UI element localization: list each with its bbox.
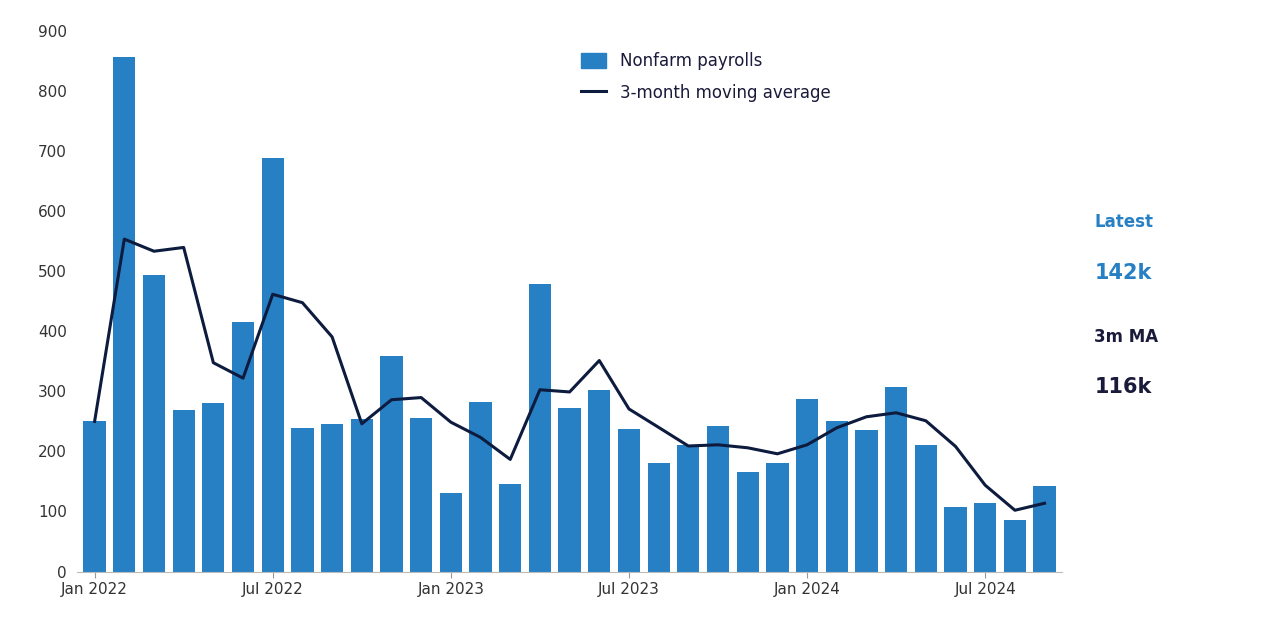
Text: 142k: 142k xyxy=(1094,263,1152,283)
Bar xyxy=(1004,521,1027,572)
Bar xyxy=(915,445,937,572)
Bar xyxy=(83,422,106,572)
Bar xyxy=(767,464,788,572)
Bar xyxy=(470,401,492,572)
Bar xyxy=(351,419,372,572)
Bar xyxy=(292,428,314,572)
Bar xyxy=(173,410,195,572)
Bar xyxy=(707,425,730,572)
Bar xyxy=(1033,486,1056,572)
Bar xyxy=(202,403,224,572)
Bar xyxy=(410,418,433,572)
Text: 3m MA: 3m MA xyxy=(1094,328,1158,345)
Text: Latest: Latest xyxy=(1094,213,1153,231)
Bar xyxy=(440,493,462,572)
Bar xyxy=(588,389,611,572)
Bar xyxy=(143,276,165,572)
Bar xyxy=(974,503,996,572)
Bar xyxy=(884,387,908,572)
Text: 116k: 116k xyxy=(1094,377,1152,398)
Bar xyxy=(648,464,669,572)
Bar xyxy=(677,445,699,572)
Bar xyxy=(618,429,640,572)
Bar xyxy=(261,158,284,572)
Bar xyxy=(945,507,966,572)
Bar xyxy=(796,399,818,572)
Bar xyxy=(380,356,403,572)
Bar xyxy=(826,422,847,572)
Bar xyxy=(529,284,552,572)
Bar xyxy=(855,431,878,572)
Bar xyxy=(232,322,255,572)
Legend: Nonfarm payrolls, 3-month moving average: Nonfarm payrolls, 3-month moving average xyxy=(573,44,838,110)
Bar xyxy=(321,424,343,572)
Bar xyxy=(499,484,521,572)
Bar xyxy=(113,57,136,572)
Bar xyxy=(736,472,759,572)
Bar xyxy=(558,408,581,572)
